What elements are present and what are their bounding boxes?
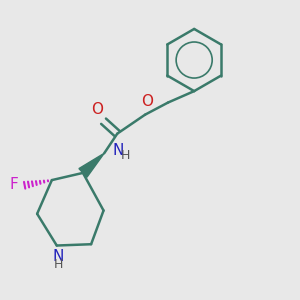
Text: H: H: [54, 258, 63, 271]
Text: O: O: [91, 102, 103, 117]
Text: F: F: [9, 177, 18, 192]
Text: N: N: [53, 250, 64, 265]
Polygon shape: [79, 153, 104, 177]
Text: N: N: [112, 143, 124, 158]
Text: H: H: [121, 149, 130, 162]
Text: O: O: [141, 94, 153, 109]
